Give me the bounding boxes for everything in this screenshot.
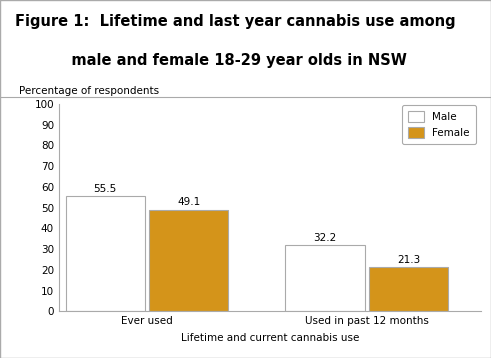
Text: male and female 18-29 year olds in NSW: male and female 18-29 year olds in NSW [15, 53, 407, 68]
Text: Percentage of respondents: Percentage of respondents [19, 86, 159, 96]
Text: 55.5: 55.5 [93, 184, 117, 194]
Text: 49.1: 49.1 [177, 197, 200, 207]
Text: 32.2: 32.2 [313, 233, 337, 242]
Bar [285, 245, 365, 311]
Legend: Male, Female: Male, Female [402, 105, 476, 144]
Bar [65, 196, 145, 311]
Text: 21.3: 21.3 [397, 255, 420, 265]
Text: Figure 1:  Lifetime and last year cannabis use among: Figure 1: Lifetime and last year cannabi… [15, 14, 455, 29]
X-axis label: Lifetime and current cannabis use: Lifetime and current cannabis use [181, 333, 359, 343]
Bar [369, 267, 448, 311]
Bar [149, 209, 228, 311]
